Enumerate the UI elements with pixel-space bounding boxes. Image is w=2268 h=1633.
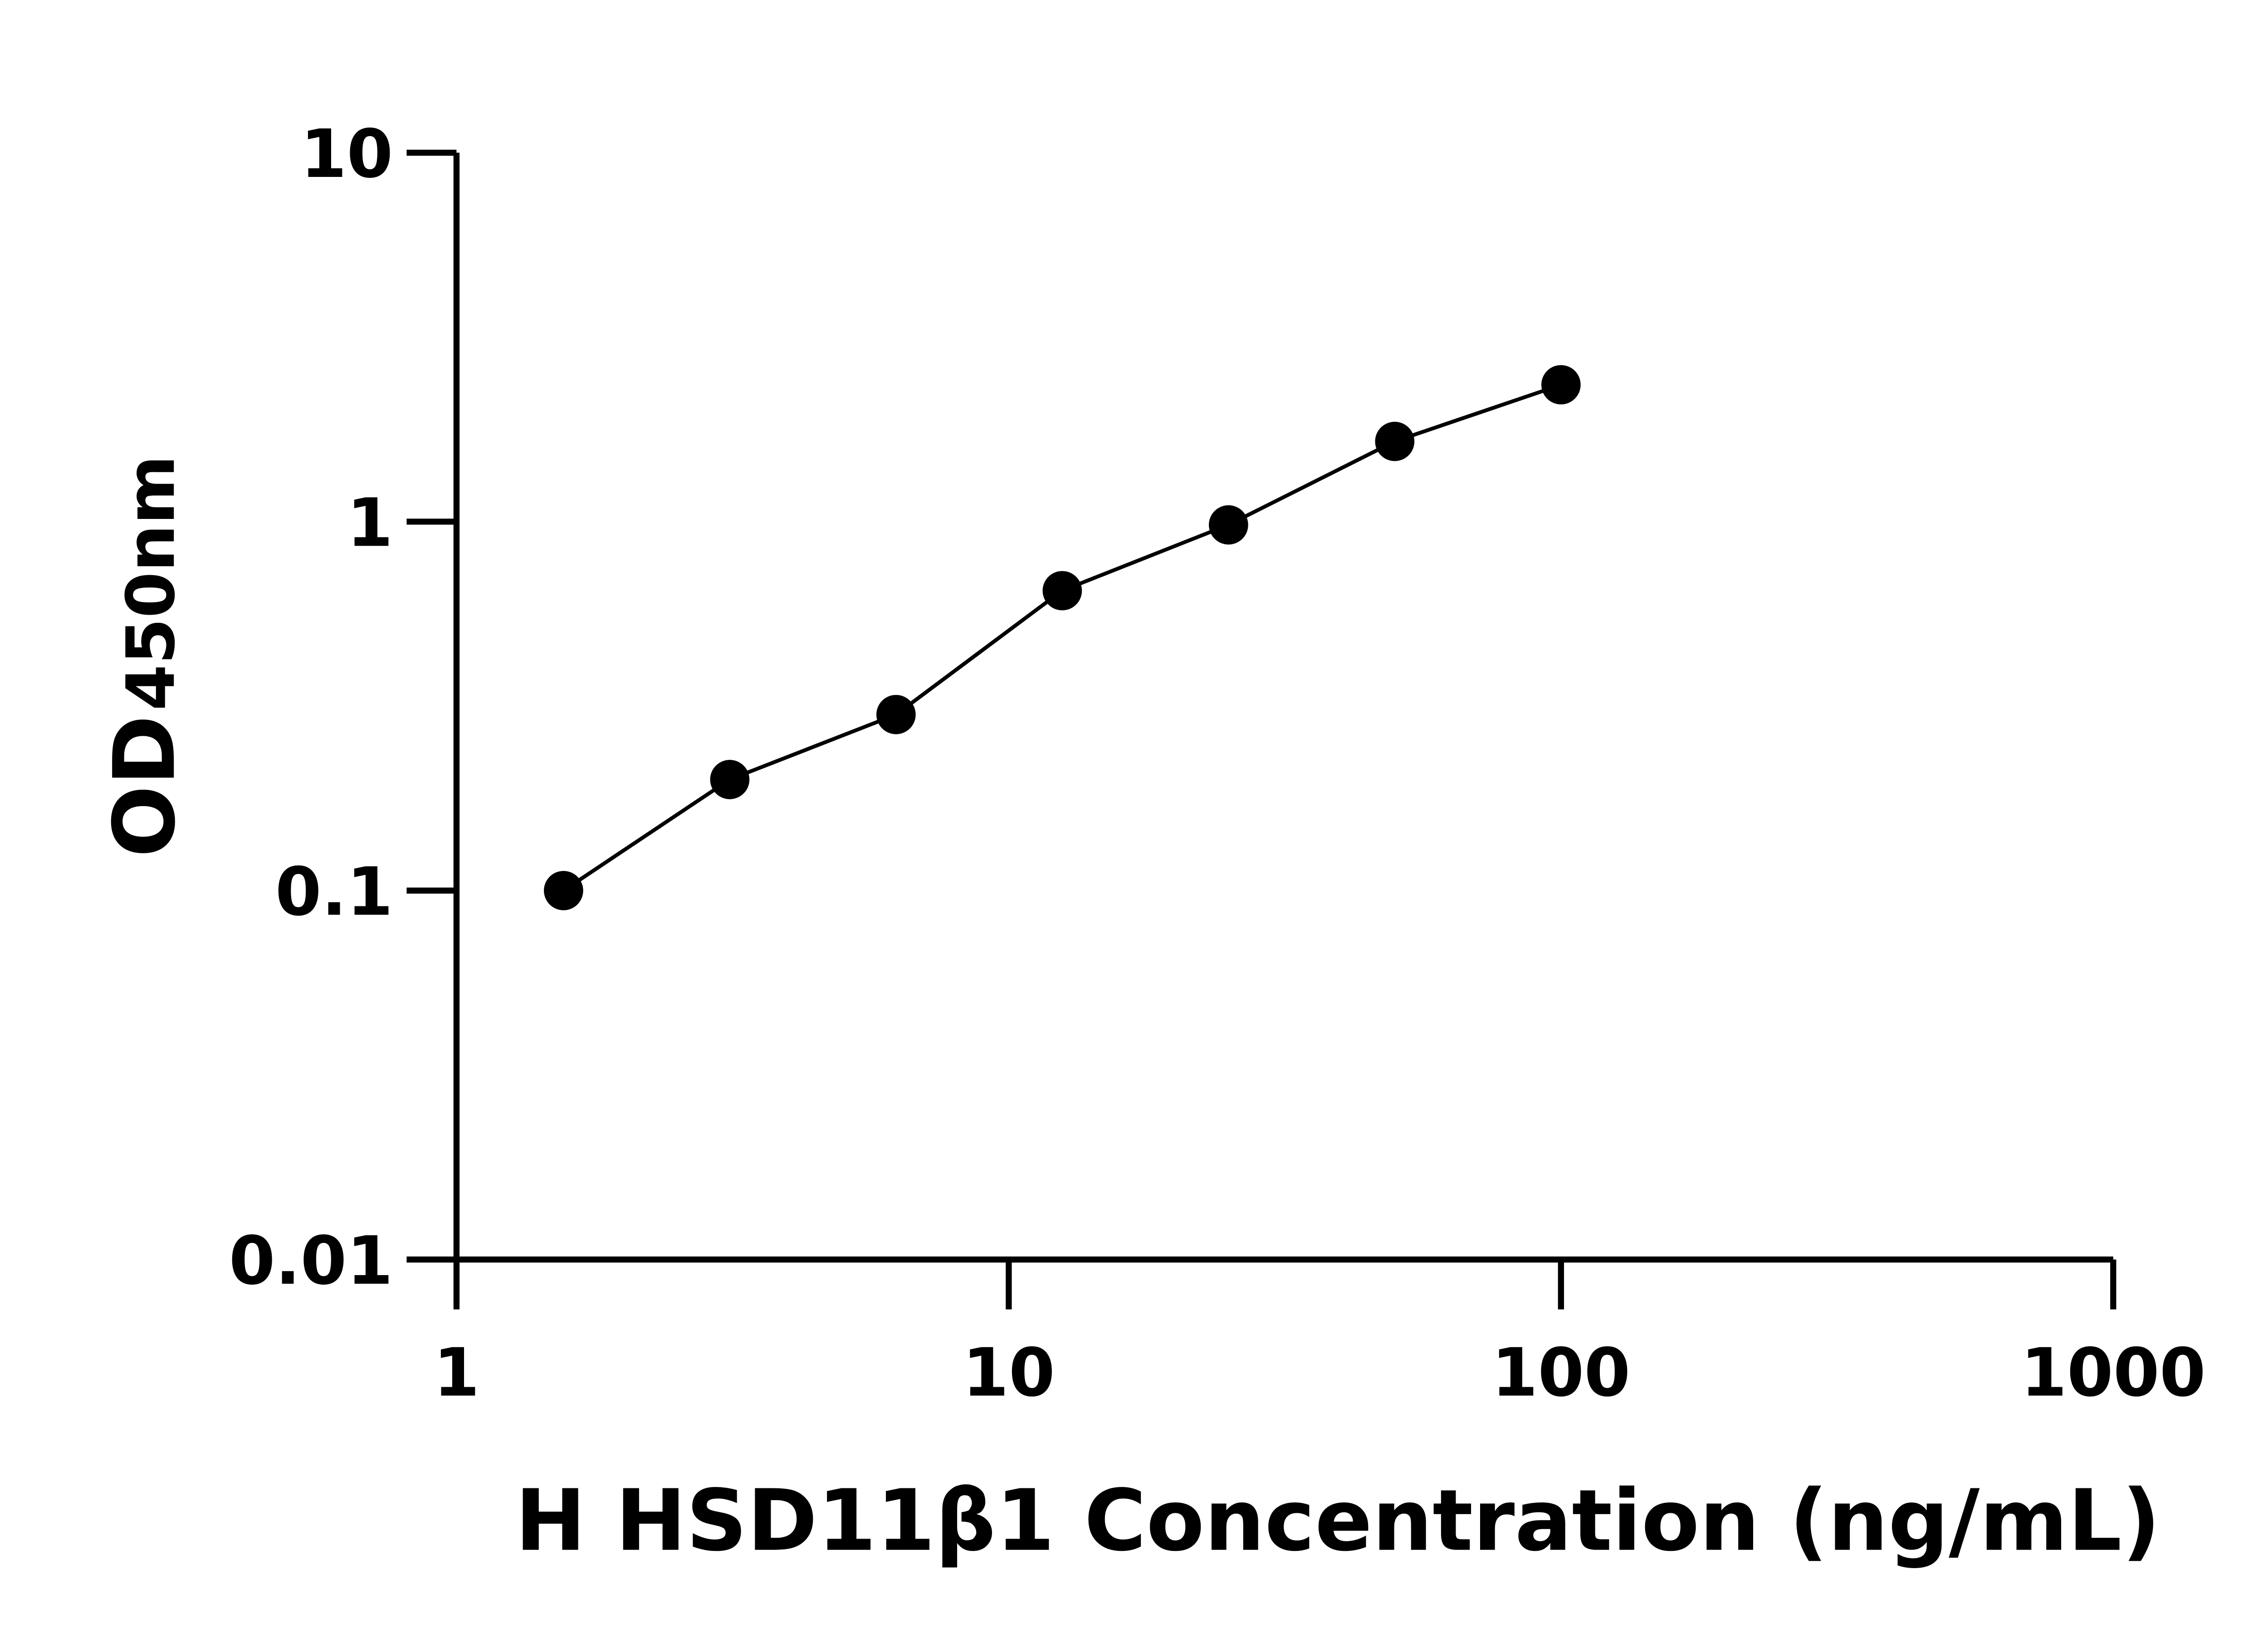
data-point xyxy=(1375,421,1415,461)
y-axis-label-sub: 450nm xyxy=(112,455,190,710)
data-marks xyxy=(544,365,1581,910)
y-axis-label-main: OD xyxy=(96,715,194,858)
data-point xyxy=(544,871,583,910)
x-axis-label: H HSD11β1 Concentration (ng/mL) xyxy=(515,1472,2160,1570)
data-point xyxy=(1541,365,1581,405)
x-tick-label: 1 xyxy=(433,1334,479,1412)
x-tick-label: 1000 xyxy=(2021,1334,2206,1412)
svg-text:450nm: 450nm xyxy=(112,455,190,710)
y-tick-label: 0.01 xyxy=(229,1222,393,1300)
y-tick-label: 1 xyxy=(347,484,393,562)
data-point xyxy=(876,694,916,734)
tick-labels: 1 10 100 1000 0.01 0.1 1 10 xyxy=(229,115,2206,1412)
x-tick-label: 100 xyxy=(1491,1334,1630,1412)
data-point xyxy=(1042,571,1082,611)
fit-curve xyxy=(562,383,1562,892)
y-tick-label: 0.1 xyxy=(275,853,393,931)
y-tick-label: 10 xyxy=(300,115,393,193)
x-tick-label: 10 xyxy=(963,1334,1055,1412)
axes xyxy=(406,150,2116,1310)
data-point xyxy=(710,760,750,799)
data-point xyxy=(1209,505,1248,545)
y-axis-label: OD 450nm xyxy=(96,455,194,857)
svg-text:OD: OD xyxy=(96,715,194,858)
